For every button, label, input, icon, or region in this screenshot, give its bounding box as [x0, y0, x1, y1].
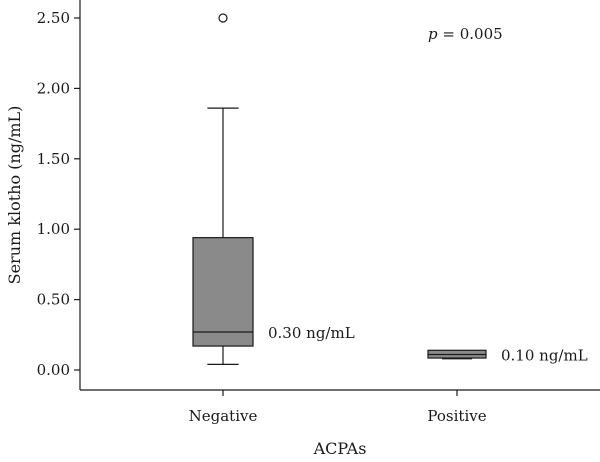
p-value-annotation: p = 0.005 — [428, 25, 503, 43]
x-category-label: Positive — [427, 407, 486, 425]
boxes-group: Negative 0.30 ng/mL Positive 0.10 ng/mL — [189, 13, 588, 425]
y-tick-label: 0.00 — [37, 361, 70, 379]
median-value-label: 0.10 ng/mL — [501, 347, 588, 365]
y-tick-label: 2.00 — [37, 79, 70, 97]
y-tick-label: 1.50 — [37, 150, 70, 168]
y-tick-label: 1.00 — [37, 220, 70, 238]
x-axis-title: ACPAs — [313, 439, 367, 458]
iqr-box — [192, 237, 254, 347]
outlier-point — [218, 13, 228, 23]
y-ticks-group: 0.00 0.50 1.00 1.50 2.00 2.50 — [37, 9, 80, 379]
y-tick-label: 0.50 — [37, 291, 70, 309]
p-value-symbol: p — [428, 25, 438, 43]
y-tick-label: 2.50 — [37, 9, 70, 27]
x-category-label: Negative — [189, 407, 258, 425]
median-value-label: 0.30 ng/mL — [268, 324, 355, 342]
y-axis-title: Serum klotho (ng/mL) — [5, 106, 24, 285]
p-value-text: = 0.005 — [438, 25, 503, 43]
